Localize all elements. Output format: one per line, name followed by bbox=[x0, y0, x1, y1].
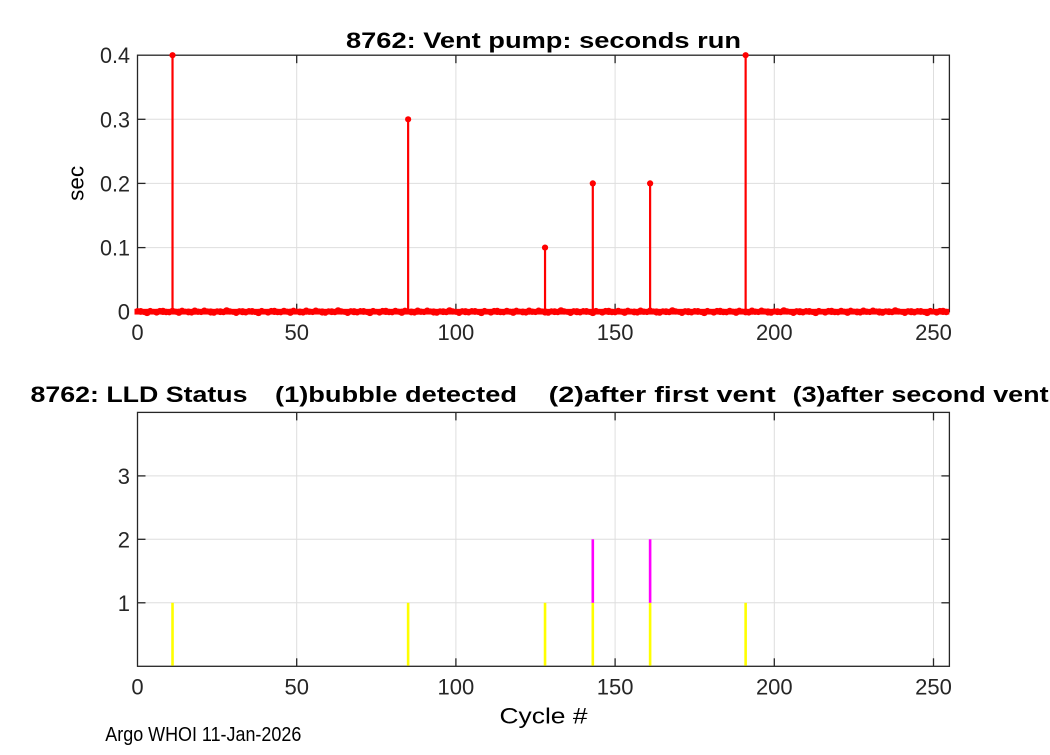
svg-text:150: 150 bbox=[597, 675, 634, 700]
svg-text:0: 0 bbox=[131, 320, 143, 345]
svg-text:0: 0 bbox=[118, 300, 130, 325]
svg-text:150: 150 bbox=[597, 320, 634, 345]
svg-text:200: 200 bbox=[756, 320, 793, 345]
svg-text:1: 1 bbox=[118, 591, 130, 616]
svg-text:0: 0 bbox=[131, 675, 143, 700]
svg-text:(2)after first vent: (2)after first vent bbox=[549, 382, 777, 407]
svg-text:Argo WHOI 11-Jan-2026: Argo WHOI 11-Jan-2026 bbox=[105, 724, 301, 746]
svg-text:2: 2 bbox=[118, 527, 130, 552]
svg-text:50: 50 bbox=[284, 675, 308, 700]
svg-text:0.4: 0.4 bbox=[100, 43, 130, 68]
svg-text:8762: Vent pump: seconds run: 8762: Vent pump: seconds run bbox=[346, 28, 741, 53]
svg-text:(1)bubble detected: (1)bubble detected bbox=[275, 382, 517, 407]
svg-text:100: 100 bbox=[438, 320, 475, 345]
svg-text:Cycle #: Cycle # bbox=[500, 704, 589, 729]
svg-text:0.2: 0.2 bbox=[100, 171, 130, 196]
svg-text:50: 50 bbox=[284, 320, 308, 345]
svg-text:250: 250 bbox=[915, 675, 952, 700]
svg-text:0.3: 0.3 bbox=[100, 107, 130, 132]
svg-text:250: 250 bbox=[915, 320, 952, 345]
svg-text:0.1: 0.1 bbox=[100, 236, 130, 261]
svg-text:8762: LLD Status: 8762: LLD Status bbox=[31, 382, 248, 407]
svg-text:200: 200 bbox=[756, 675, 793, 700]
svg-text:(3)after second vent: (3)after second vent bbox=[793, 382, 1050, 407]
svg-text:sec: sec bbox=[64, 166, 89, 201]
svg-text:100: 100 bbox=[438, 675, 475, 700]
svg-text:3: 3 bbox=[118, 464, 130, 489]
